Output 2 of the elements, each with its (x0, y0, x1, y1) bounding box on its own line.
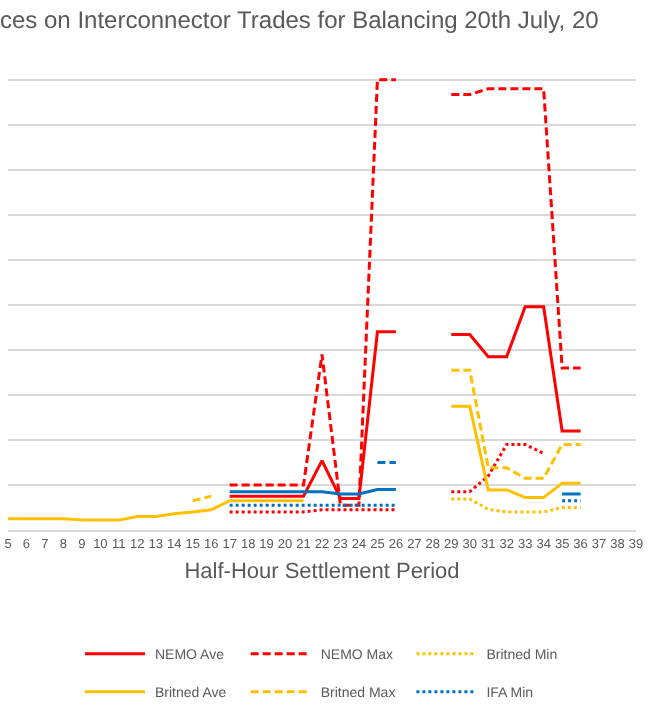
chart-title: ces on Interconnector Trades for Balancing 20th July, 20 (0, 5, 600, 34)
x-axis-title: Half-Hour Settlement Period (184, 560, 460, 584)
